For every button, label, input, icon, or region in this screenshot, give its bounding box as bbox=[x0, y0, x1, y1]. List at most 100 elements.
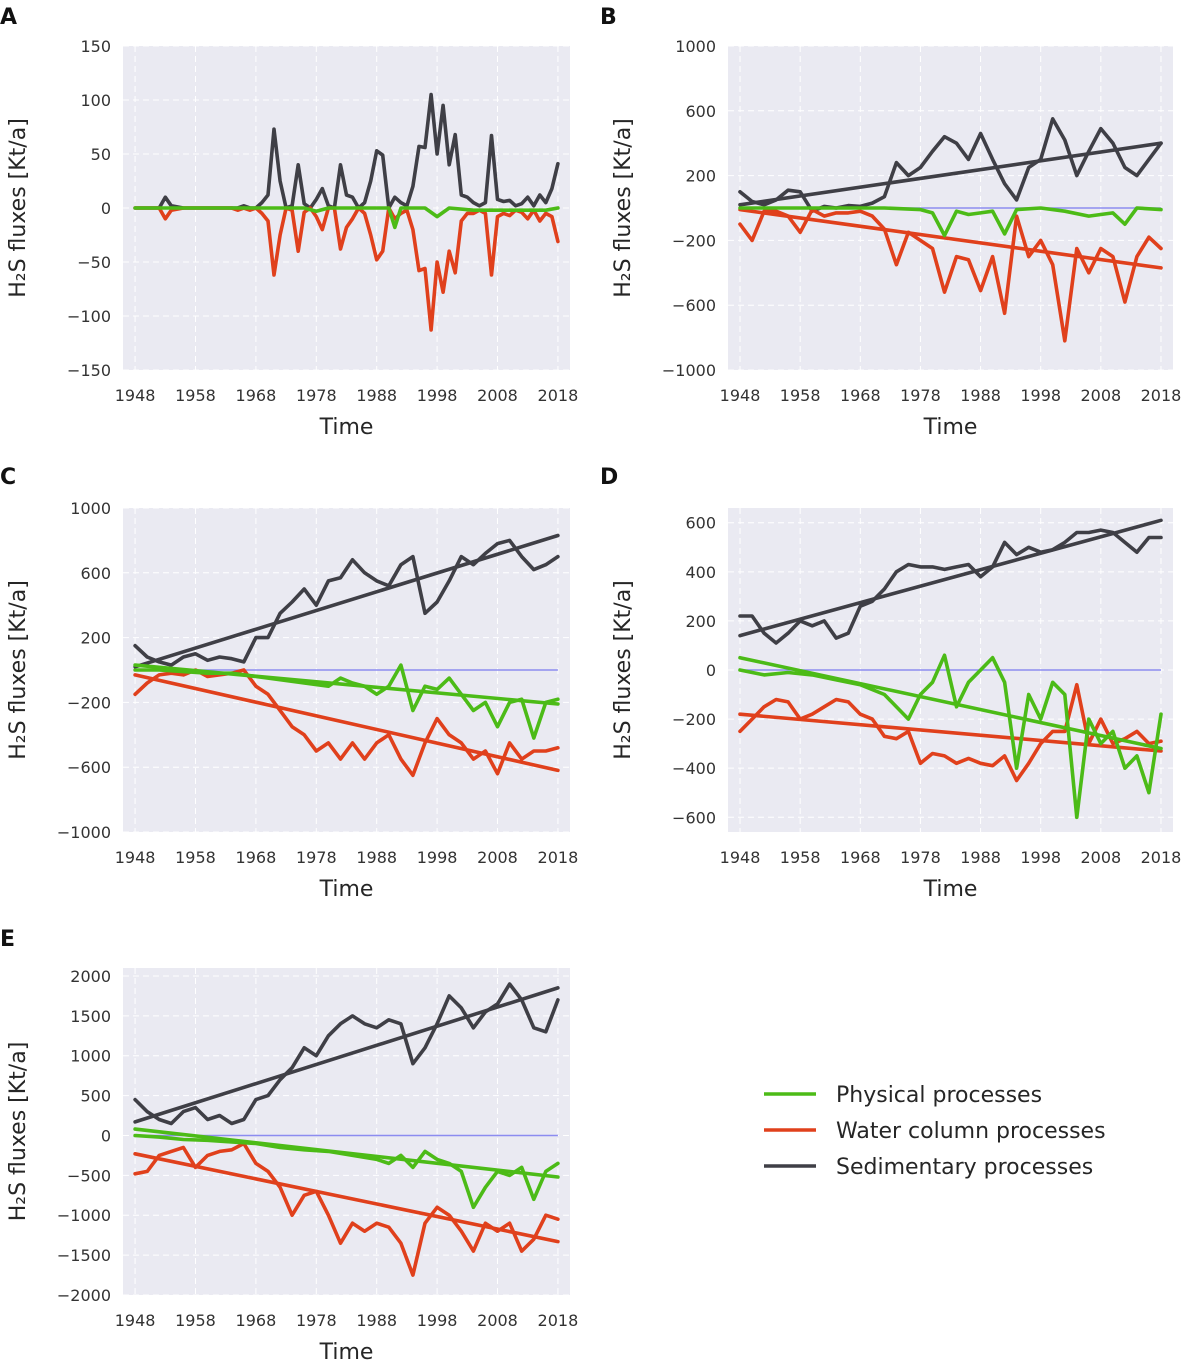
y-axis-title: H₂S fluxes [Kt/a] bbox=[6, 118, 31, 298]
y-tick-label: 0 bbox=[706, 661, 716, 680]
x-tick-label: 2008 bbox=[1080, 848, 1121, 867]
physical-trend-line bbox=[133, 663, 560, 706]
panel-label: C bbox=[0, 465, 16, 490]
panel-a: A −150 −100 −50 0 50 100 150 1948 1958 1968 1978 198… bbox=[0, 5, 578, 440]
y-tick-label: 1500 bbox=[70, 1007, 111, 1026]
x-tick-label: 2018 bbox=[538, 386, 579, 405]
x-tick-label: 1988 bbox=[356, 386, 397, 405]
physical-processes-line bbox=[738, 206, 1163, 238]
x-tick-label: 1968 bbox=[236, 386, 277, 405]
x-tick-label: 1998 bbox=[1020, 848, 1061, 867]
y-tick-label: 600 bbox=[685, 102, 716, 121]
x-tick-label: 2008 bbox=[477, 1311, 518, 1330]
y-tick-label: −200 bbox=[672, 710, 716, 729]
sedimentary-processes-line bbox=[133, 538, 560, 667]
y-tick-label: −50 bbox=[77, 253, 111, 272]
x-tick-label: 1958 bbox=[175, 848, 216, 867]
x-tick-label: 2018 bbox=[1141, 386, 1182, 405]
x-tick-label: 2008 bbox=[477, 848, 518, 867]
x-tick-label: 2018 bbox=[1141, 848, 1182, 867]
panel-e: E −2000 −1500 −1000 −500 0 500 1000 1500 2000 1948… bbox=[0, 927, 578, 1360]
x-tick-label: 1998 bbox=[417, 1311, 458, 1330]
y-tick-label: 100 bbox=[80, 91, 111, 110]
y-tick-label: 150 bbox=[80, 37, 111, 56]
sedimentary-trend-line bbox=[133, 533, 560, 669]
y-tick-label: −150 bbox=[67, 361, 111, 380]
physical-trend-line bbox=[133, 1127, 560, 1179]
x-tick-label: 1978 bbox=[900, 848, 941, 867]
physical-trend-line bbox=[738, 655, 1163, 751]
y-tick-label: 200 bbox=[685, 612, 716, 631]
sedimentary-processes-line bbox=[738, 528, 1163, 645]
x-tick-label: 1988 bbox=[356, 1311, 397, 1330]
x-tick-label: 1968 bbox=[840, 386, 881, 405]
x-tick-label: 2008 bbox=[477, 386, 518, 405]
x-tick-label: 1998 bbox=[417, 386, 458, 405]
y-tick-label: 0 bbox=[101, 1126, 111, 1145]
panel-b: B −1000 −600 −200 200 600 1000 1948 1958 1968 1978… bbox=[600, 5, 1181, 440]
x-axis-title: Time bbox=[923, 415, 978, 440]
panel-d: D −600 −400 −200 0 200 400 600 1948 1958 1968 1978 1… bbox=[600, 465, 1181, 902]
x-tick-label: 1978 bbox=[296, 848, 337, 867]
y-tick-label: 400 bbox=[685, 563, 716, 582]
x-axis-title: Time bbox=[319, 877, 374, 902]
legend-label: Sedimentary processes bbox=[836, 1155, 1093, 1180]
y-axis-title: H₂S fluxes [Kt/a] bbox=[6, 1042, 31, 1222]
x-tick-label: 2008 bbox=[1080, 386, 1121, 405]
water-column-trend-line bbox=[133, 673, 560, 773]
plot-background bbox=[123, 968, 570, 1295]
y-tick-label: −1500 bbox=[57, 1246, 111, 1265]
y-tick-label: −2000 bbox=[57, 1286, 111, 1305]
x-tick-label: 1948 bbox=[115, 386, 156, 405]
y-tick-label: 50 bbox=[91, 145, 111, 164]
sedimentary-trend-line bbox=[133, 986, 560, 1124]
x-tick-label: 1968 bbox=[840, 848, 881, 867]
y-axis-title: H₂S fluxes [Kt/a] bbox=[611, 580, 636, 760]
panel-label: A bbox=[0, 5, 17, 30]
sedimentary-trend-line bbox=[738, 518, 1163, 638]
water-column-trend-line bbox=[738, 712, 1163, 753]
x-tick-label: 1978 bbox=[296, 1311, 337, 1330]
y-tick-label: −400 bbox=[672, 759, 716, 778]
physical-processes-line bbox=[133, 206, 560, 230]
y-tick-label: 1000 bbox=[70, 1047, 111, 1066]
y-axis-title: H₂S fluxes [Kt/a] bbox=[6, 580, 31, 760]
x-tick-label: 1948 bbox=[115, 1311, 156, 1330]
x-tick-label: 1968 bbox=[236, 848, 277, 867]
x-tick-label: 1958 bbox=[175, 386, 216, 405]
panel-c: C −1000 −600 −200 200 600 1000 1948 1958 1968 1978… bbox=[0, 465, 578, 902]
sedimentary-trend-line bbox=[738, 141, 1163, 207]
x-axis-title: Time bbox=[319, 415, 374, 440]
panel-label: E bbox=[0, 927, 15, 952]
water-column-processes-line bbox=[738, 207, 1163, 343]
y-tick-label: −1000 bbox=[662, 361, 716, 380]
x-tick-label: 1958 bbox=[175, 1311, 216, 1330]
x-tick-label: 1978 bbox=[900, 386, 941, 405]
x-tick-label: 2018 bbox=[538, 848, 579, 867]
x-tick-label: 1988 bbox=[960, 848, 1001, 867]
y-tick-label: −100 bbox=[67, 307, 111, 326]
y-tick-label: 200 bbox=[80, 629, 111, 648]
x-tick-label: 1998 bbox=[417, 848, 458, 867]
water-column-processes-line bbox=[133, 1141, 560, 1277]
x-tick-label: 1958 bbox=[780, 848, 821, 867]
y-tick-label: 200 bbox=[685, 167, 716, 186]
x-axis-title: Time bbox=[319, 1340, 374, 1360]
x-tick-label: 1948 bbox=[720, 386, 761, 405]
x-tick-label: 1958 bbox=[780, 386, 821, 405]
water-column-trend-line bbox=[738, 207, 1163, 270]
y-tick-label: 0 bbox=[101, 199, 111, 218]
x-tick-label: 1998 bbox=[1020, 386, 1061, 405]
x-tick-label: 1988 bbox=[356, 848, 397, 867]
panel-label: B bbox=[600, 5, 617, 30]
x-axis-title: Time bbox=[923, 877, 978, 902]
y-tick-label: −600 bbox=[67, 758, 111, 777]
y-tick-label: −1000 bbox=[57, 823, 111, 842]
x-tick-label: 1948 bbox=[115, 848, 156, 867]
y-tick-label: 1000 bbox=[70, 499, 111, 518]
x-tick-label: 1948 bbox=[720, 848, 761, 867]
y-tick-label: −1000 bbox=[57, 1206, 111, 1225]
y-tick-label: 600 bbox=[685, 514, 716, 533]
y-tick-label: 600 bbox=[80, 564, 111, 583]
